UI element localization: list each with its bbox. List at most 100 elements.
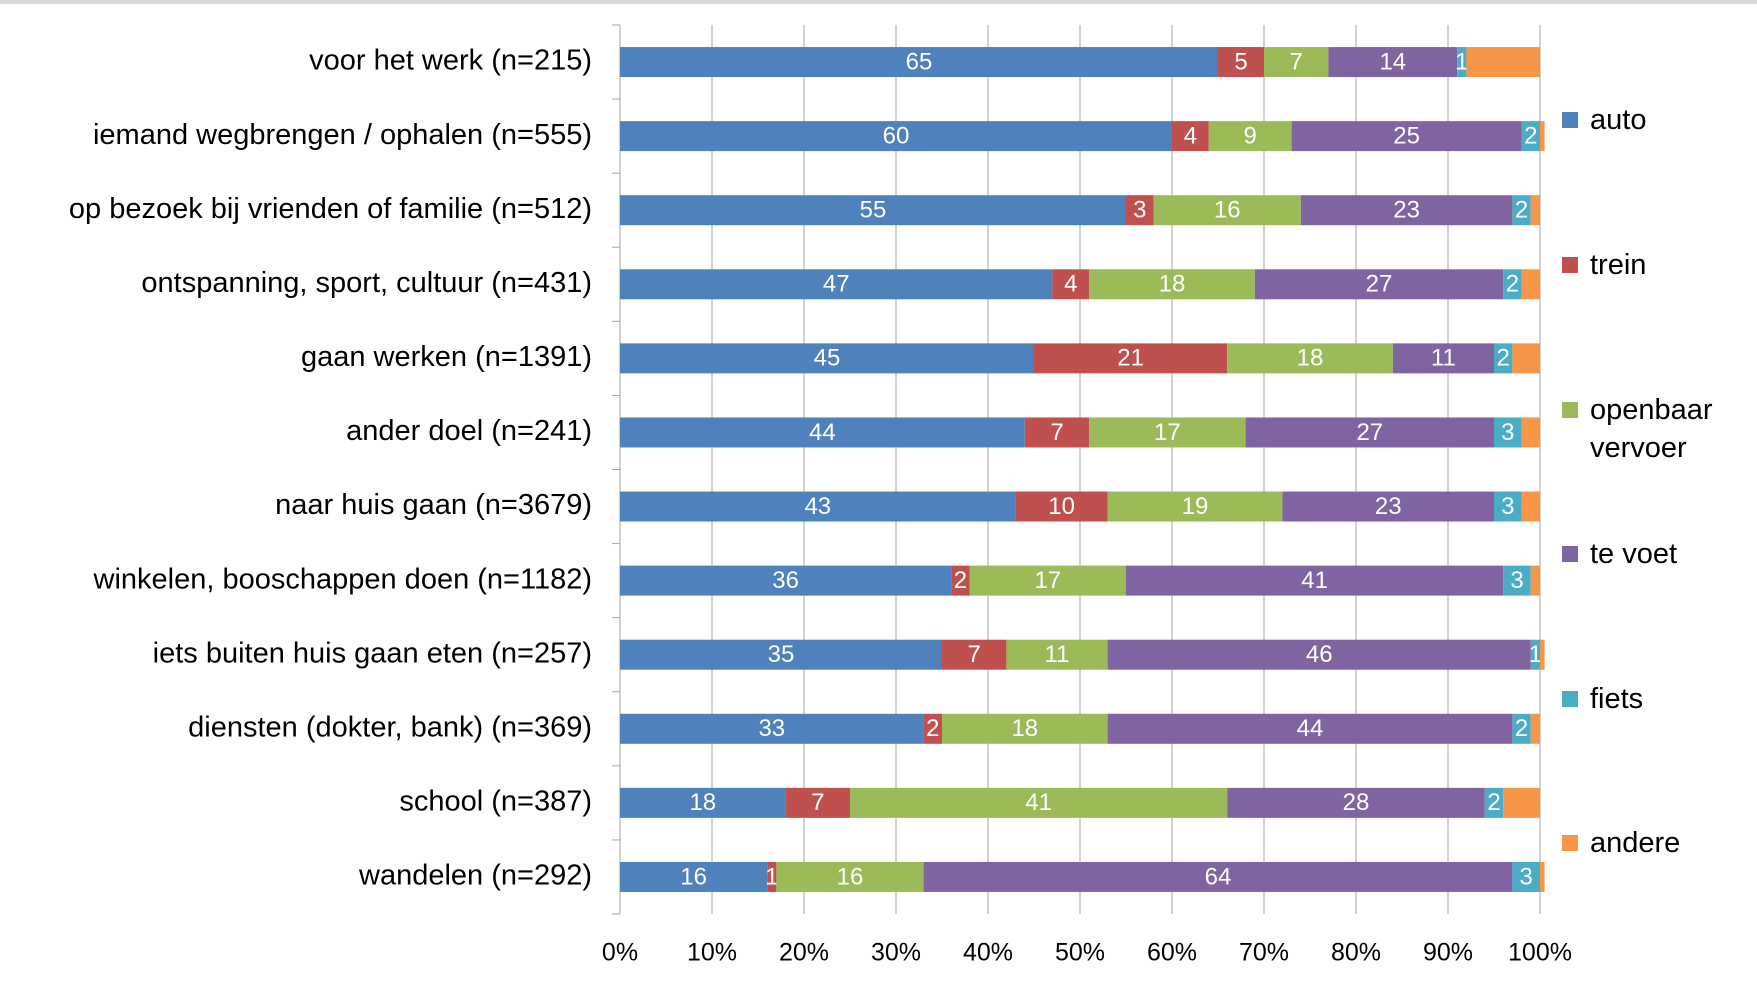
bar-segment	[620, 121, 1172, 152]
data-label: 28	[1343, 789, 1370, 816]
data-label: 27	[1356, 419, 1383, 446]
bar-segment	[1024, 417, 1090, 448]
category-label: op bezoek bij vrienden of familie (n=512…	[69, 193, 592, 225]
bar-segment	[1107, 491, 1283, 522]
legend-swatch	[1562, 835, 1578, 851]
bar-segment	[1494, 343, 1513, 374]
category-label: iets buiten huis gaan eten (n=257)	[153, 637, 592, 669]
legend-swatch	[1562, 691, 1578, 707]
legend-label: te voet	[1590, 538, 1678, 570]
x-tick-label: 90%	[1423, 939, 1473, 967]
x-tick-label: 0%	[602, 939, 638, 967]
data-label: 7	[1290, 48, 1303, 75]
bar-segment	[1126, 195, 1154, 226]
x-tick-label: 70%	[1239, 939, 1289, 967]
bar-segment	[1227, 343, 1393, 374]
legend-item: openbaar vervoer	[1562, 391, 1752, 467]
bar-segment	[942, 713, 1108, 744]
bar-segment	[923, 713, 942, 744]
data-label: 3	[1501, 419, 1514, 446]
data-label: 1	[1455, 48, 1468, 75]
bar-segment	[1153, 195, 1301, 226]
bar-segment	[1328, 47, 1458, 78]
bar-segment	[620, 269, 1053, 300]
bar-segment	[620, 565, 952, 596]
data-label: 17	[1154, 419, 1181, 446]
data-label: 5	[1234, 48, 1247, 75]
data-label: 17	[1034, 567, 1061, 594]
bar-segment	[1457, 47, 1467, 78]
legend-swatch	[1562, 402, 1578, 418]
data-label: 21	[1117, 345, 1144, 372]
legend-label: auto	[1590, 104, 1647, 136]
data-label: 11	[1431, 345, 1456, 372]
bar-segment	[620, 47, 1218, 78]
bar-segment	[1503, 269, 1522, 300]
data-label: 3	[1510, 567, 1523, 594]
bar-segment	[1503, 787, 1540, 818]
bar-segment	[620, 343, 1034, 374]
category-label: gaan werken (n=1391)	[301, 341, 592, 373]
data-label: 18	[1159, 271, 1186, 298]
x-tick-label: 40%	[963, 939, 1013, 967]
bar-segment	[620, 861, 768, 892]
data-label: 16	[837, 863, 864, 890]
category-label: voor het werk (n=215)	[309, 45, 592, 77]
data-label: 3	[1501, 493, 1514, 520]
bar-segment	[776, 861, 924, 892]
x-tick-label: 60%	[1147, 939, 1197, 967]
bar-segment	[942, 639, 1007, 670]
data-label: 23	[1393, 197, 1420, 224]
data-label: 19	[1182, 493, 1209, 520]
bar-segment	[1218, 47, 1264, 78]
legend-item: fiets	[1562, 680, 1752, 718]
bar-segment	[1245, 417, 1494, 448]
data-label: 47	[823, 271, 850, 298]
bar-segment	[1052, 269, 1090, 300]
legend-item: andere	[1562, 824, 1752, 862]
legend-label: trein	[1590, 249, 1647, 281]
bar-segment	[1530, 565, 1540, 596]
bar-segment	[1521, 121, 1540, 152]
bar-segment	[1089, 269, 1255, 300]
data-label: 1	[1529, 641, 1542, 668]
data-label: 44	[1297, 715, 1324, 742]
data-label: 45	[814, 345, 841, 372]
bar-segment	[1484, 787, 1504, 818]
legend-item: auto	[1562, 101, 1752, 139]
category-label: naar huis gaan (n=3679)	[275, 489, 592, 521]
category-label: wandelen (n=292)	[358, 860, 592, 892]
category-label: winkelen, booschappen doen (n=1182)	[93, 563, 592, 595]
bar-segment	[620, 639, 942, 670]
data-label: 33	[758, 715, 785, 742]
data-label: 2	[926, 715, 939, 742]
data-label: 2	[1524, 122, 1537, 149]
bar-segment	[1126, 565, 1504, 596]
bar-segment	[1107, 713, 1513, 744]
bar-segment	[1540, 861, 1545, 892]
bar-segment	[1466, 47, 1540, 78]
x-tick-label: 20%	[779, 939, 829, 967]
bar-segment	[620, 713, 924, 744]
bar-segment	[1172, 121, 1209, 152]
data-label: 2	[1515, 197, 1528, 224]
x-tick-label: 100%	[1508, 939, 1572, 967]
data-label: 44	[809, 419, 836, 446]
data-label: 41	[1301, 567, 1328, 594]
data-label: 65	[906, 48, 933, 75]
category-label: iemand wegbrengen / ophalen (n=555)	[93, 119, 592, 151]
category-label: ander doel (n=241)	[346, 415, 592, 447]
bar-segment	[1300, 195, 1513, 226]
data-label: 27	[1366, 271, 1393, 298]
data-label: 1	[765, 863, 778, 890]
bar-segment	[1006, 639, 1108, 670]
legend-item: te voet	[1562, 535, 1752, 573]
data-label: 18	[1011, 715, 1038, 742]
data-label: 10	[1048, 493, 1075, 520]
x-tick-label: 80%	[1331, 939, 1381, 967]
bar-segment	[1521, 491, 1540, 522]
data-label: 18	[689, 789, 716, 816]
legend-label: fiets	[1590, 683, 1644, 715]
